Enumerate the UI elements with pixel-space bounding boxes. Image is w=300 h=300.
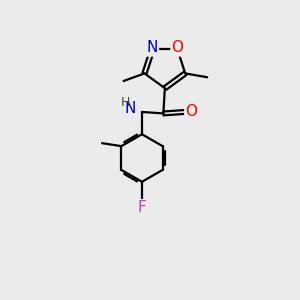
Text: N: N — [147, 40, 158, 56]
Text: O: O — [171, 40, 183, 56]
Text: O: O — [185, 104, 197, 119]
Text: N: N — [125, 101, 136, 116]
Text: F: F — [138, 200, 146, 215]
Text: H: H — [121, 96, 130, 109]
